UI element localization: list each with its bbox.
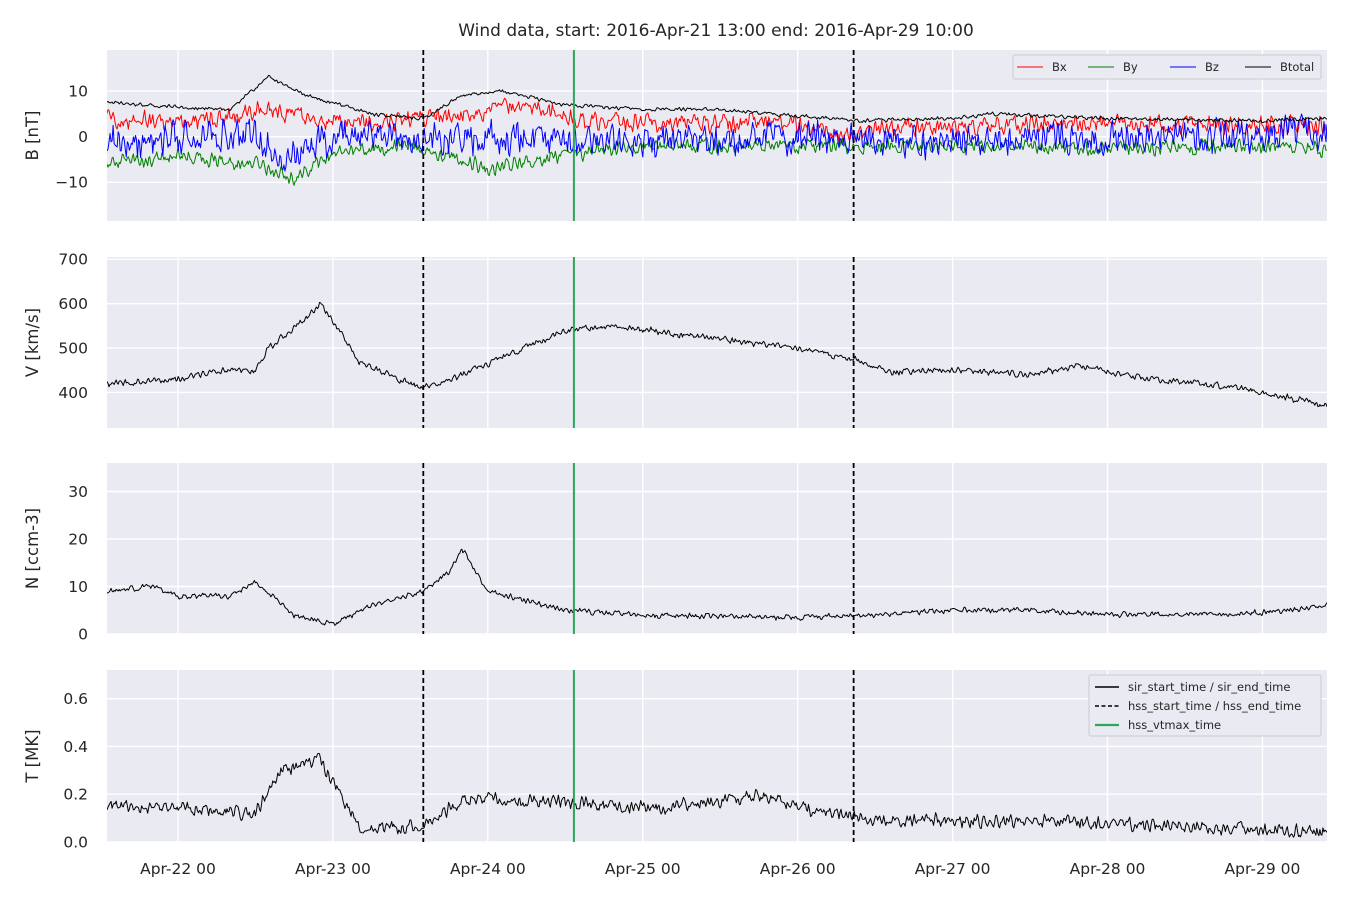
panel-b: 10 0 −10 B [nT] Bx By Bz Btotal: [23, 50, 1327, 221]
panel-n-series-n: [107, 548, 1327, 626]
panel-v: 700 600 500 400 V [km/s]: [23, 251, 1327, 428]
b-legend: Bx By Bz Btotal: [1012, 54, 1322, 80]
panel-b-ylabel: B [nT]: [23, 111, 42, 161]
xtick-label-2: Apr-24 00: [450, 860, 526, 878]
panel-b-series-btotal: [107, 74, 1327, 124]
b-legend-label-btotal: Btotal: [1280, 60, 1314, 74]
panel-v-ytick-label-3: 400: [58, 384, 88, 402]
panel-v-ytick-label-0: 700: [58, 251, 88, 269]
panel-t-ytick-label-3: 0.0: [63, 834, 88, 852]
panel-t-ytick-label-2: 0.2: [63, 786, 88, 804]
panel-n-ytick-label-2: 10: [68, 578, 88, 596]
panel-v-ytick-label-2: 500: [58, 340, 88, 358]
panel-t-series-t: [107, 752, 1327, 838]
panels-group: 10 0 −10 B [nT] Bx By Bz Btotal 700 600 500 400 V [k…: [23, 50, 1327, 878]
panel-t-ytick-label-0: 0.6: [63, 690, 88, 708]
panel-v-series-v: [107, 301, 1327, 408]
panel-n: 30 20 10 0 N [ccm-3]: [23, 463, 1327, 644]
panel-b-ytick-label-1: 0: [78, 128, 88, 146]
panel-v-background: [107, 257, 1327, 428]
xtick-label-5: Apr-27 00: [915, 860, 991, 878]
panel-t: 0.6 0.4 0.2 0.0 T [MK] Apr-22 00 Apr-23 00 Apr-…: [23, 670, 1327, 878]
event-legend-label-2: hss_vtmax_time: [1128, 718, 1221, 732]
xtick-label-6: Apr-28 00: [1070, 860, 1146, 878]
panel-b-series-bx: [107, 97, 1327, 142]
b-legend-label-bz: Bz: [1205, 60, 1219, 74]
panel-n-ytick-label-1: 20: [68, 531, 88, 549]
panel-t-ylabel: T [MK]: [23, 729, 42, 783]
panel-t-ytick-label-1: 0.4: [63, 738, 88, 756]
event-legend-label-1: hss_start_time / hss_end_time: [1128, 699, 1301, 713]
event-legend-label-0: sir_start_time / sir_end_time: [1128, 680, 1290, 694]
xtick-label-1: Apr-23 00: [295, 860, 371, 878]
panel-n-ytick-label-0: 30: [68, 483, 88, 501]
panel-v-ytick-label-1: 600: [58, 295, 88, 313]
xtick-label-7: Apr-29 00: [1225, 860, 1301, 878]
panel-n-background: [107, 463, 1327, 634]
panel-b-ytick-label-2: −10: [55, 174, 88, 192]
panel-n-ytick-label-3: 0: [78, 626, 88, 644]
event-legend-frame: [1088, 674, 1322, 737]
panel-v-ylabel: V [km/s]: [23, 308, 42, 377]
panel-b-series-bz: [107, 113, 1327, 172]
event-legend: sir_start_time / sir_end_time hss_start_t…: [1088, 674, 1322, 737]
xtick-label-0: Apr-22 00: [140, 860, 216, 878]
panel-n-ylabel: N [ccm-3]: [23, 508, 42, 589]
panel-b-ytick-label-0: 10: [68, 83, 88, 101]
figure-title: Wind data, start: 2016-Apr-21 13:00 end:…: [458, 21, 974, 41]
xtick-label-4: Apr-26 00: [760, 860, 836, 878]
xtick-label-3: Apr-25 00: [605, 860, 681, 878]
b-legend-label-bx: Bx: [1052, 60, 1067, 74]
b-legend-label-by: By: [1123, 60, 1138, 74]
b-legend-frame: [1012, 54, 1322, 80]
